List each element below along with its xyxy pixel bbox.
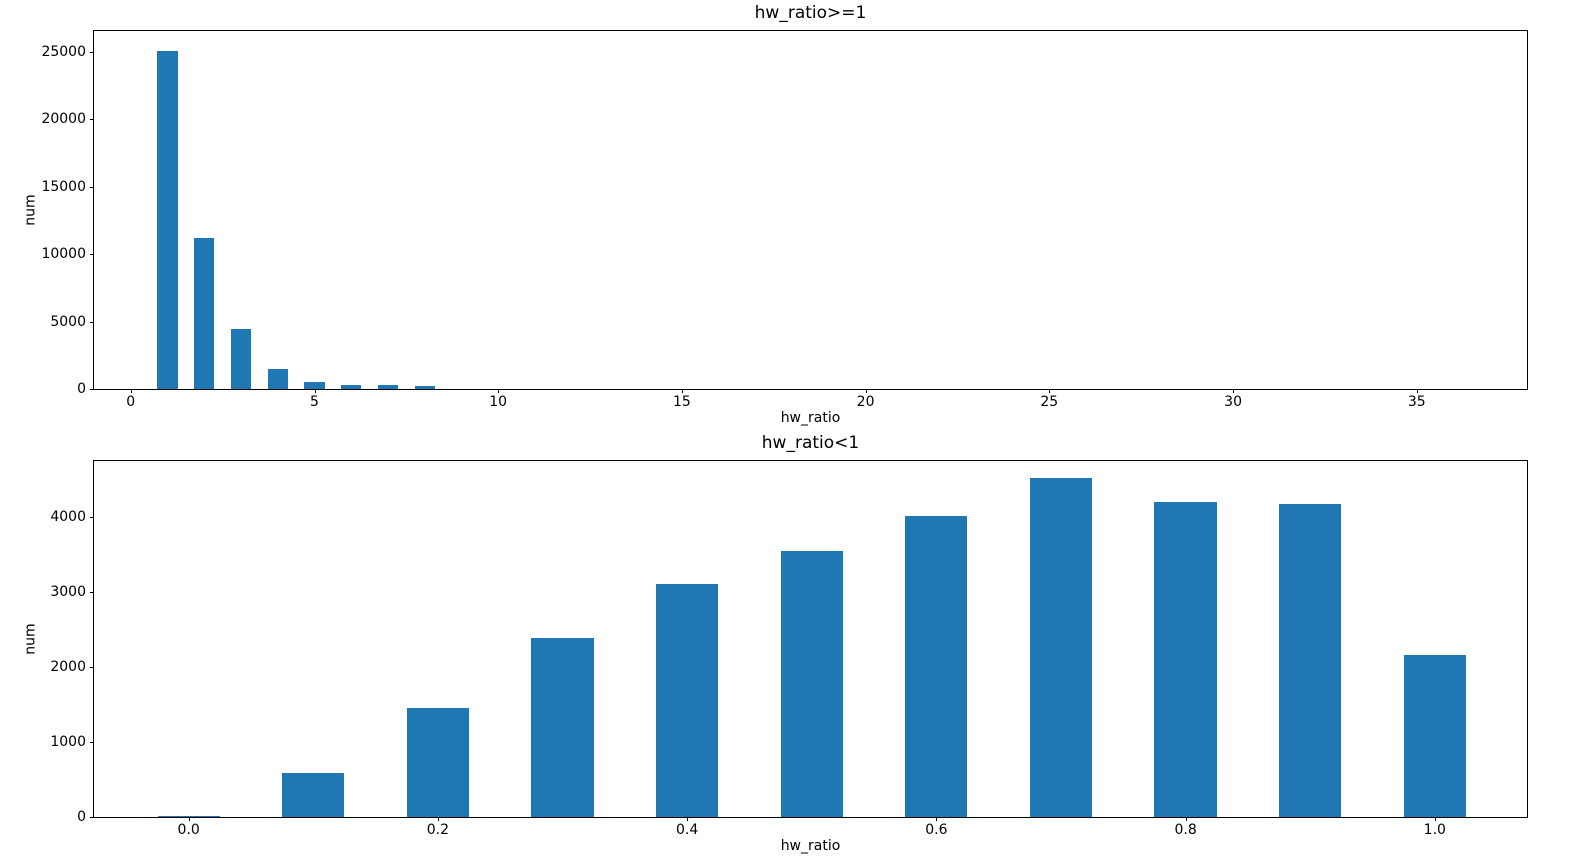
bar (414, 386, 435, 389)
bar (656, 583, 719, 817)
bar (1154, 501, 1217, 817)
y-axis-tick (90, 591, 94, 593)
bottom-chart-xaxis-label: hw_ratio (780, 838, 841, 854)
x-axis-tick (188, 817, 190, 821)
y-axis-tick (90, 186, 94, 188)
x-axis-tick-label: 0.4 (675, 822, 699, 838)
x-axis-tick (1233, 389, 1235, 393)
y-axis-tick (90, 666, 94, 668)
bottom-chart-axes: hw_ratio<1 0.0 0.2 0.4 0.6 0.8 1.0 0 1000 2000 30… (23, 433, 1528, 854)
x-axis-tick (130, 389, 132, 393)
x-axis-tick-label: 0.6 (925, 822, 948, 838)
y-axis-tick (90, 321, 94, 323)
x-axis-tick-label: 0.8 (1174, 822, 1197, 838)
x-axis-tick (681, 389, 683, 393)
y-axis-tick-label: 25000 (41, 43, 86, 60)
x-axis-tick (1434, 817, 1436, 821)
x-axis-tick (865, 389, 867, 393)
x-axis-tick (1049, 389, 1051, 393)
x-axis-tick (687, 817, 689, 821)
bar (531, 638, 594, 817)
top-chart-plot-area: 0 5 10 15 20 25 30 35 0 5000 10000 15000 20000 25000 (41, 30, 1528, 409)
top-chart-yaxis-label: num (22, 194, 39, 226)
x-axis-tick (1416, 389, 1418, 393)
x-axis-tick-label: 30 (1224, 394, 1243, 410)
y-axis-tick-label: 15000 (41, 178, 86, 195)
x-axis-tick-label: 10 (489, 394, 508, 410)
y-axis-tick-label: 4000 (50, 508, 86, 525)
y-axis-tick-label: 0 (77, 381, 86, 397)
top-chart-title: hw_ratio>=1 (754, 3, 867, 23)
bar (780, 551, 843, 817)
bar (905, 516, 968, 817)
bar (341, 384, 362, 389)
y-axis-tick (90, 119, 94, 121)
bottom-chart-title: hw_ratio<1 (761, 433, 860, 453)
x-axis-tick (314, 389, 316, 393)
x-axis-tick-label: 20 (856, 394, 875, 410)
x-axis-tick (498, 389, 500, 393)
bar (230, 329, 252, 389)
x-axis-tick (1185, 817, 1187, 821)
bar (377, 385, 398, 389)
y-axis-tick-label: 5000 (50, 313, 86, 330)
y-axis-tick (90, 389, 94, 390)
bar (1029, 477, 1093, 817)
bottom-chart-yaxis-label: num (22, 623, 39, 655)
x-axis-tick-label: 15 (672, 394, 691, 410)
bar (157, 815, 220, 817)
x-axis-tick-label: 0.2 (426, 822, 450, 838)
x-axis-tick-label: 1.0 (1423, 822, 1446, 838)
y-axis-tick-label: 2000 (50, 658, 86, 675)
y-axis-tick (90, 817, 94, 818)
y-axis-tick (90, 742, 94, 743)
bar (267, 369, 288, 389)
bar (282, 772, 345, 817)
bottom-chart-plot-area: 0.0 0.2 0.4 0.6 0.8 1.0 0 1000 2000 3000 4000 (50, 460, 1528, 837)
top-chart-xaxis-label: hw_ratio (780, 410, 841, 426)
x-axis-tick (437, 817, 439, 821)
x-axis-tick-label: 25 (1040, 394, 1059, 410)
x-axis-tick-label: 5 (310, 394, 319, 410)
bar (1403, 654, 1466, 817)
bar (304, 381, 325, 389)
y-axis-tick (90, 516, 94, 518)
y-axis-tick (90, 51, 94, 53)
x-axis-tick-label: 0 (126, 394, 136, 410)
x-axis-tick-label: 0.0 (177, 822, 200, 838)
y-axis-tick (90, 254, 94, 256)
x-axis-tick-label: 35 (1407, 394, 1426, 410)
bar (194, 238, 215, 389)
y-axis-tick-label: 3000 (50, 583, 86, 600)
bar (406, 708, 470, 817)
y-axis-tick-label: 1000 (50, 734, 86, 750)
y-axis-tick-label: 20000 (41, 111, 86, 128)
bar (157, 50, 178, 389)
y-axis-tick-label: 10000 (41, 246, 86, 263)
y-axis-tick-label: 0 (77, 809, 86, 825)
top-chart-axes: hw_ratio>=1 0 5 10 15 20 25 30 35 0 5000 10000 1500… (23, 3, 1528, 426)
bar (1279, 504, 1342, 817)
x-axis-tick (936, 817, 938, 821)
